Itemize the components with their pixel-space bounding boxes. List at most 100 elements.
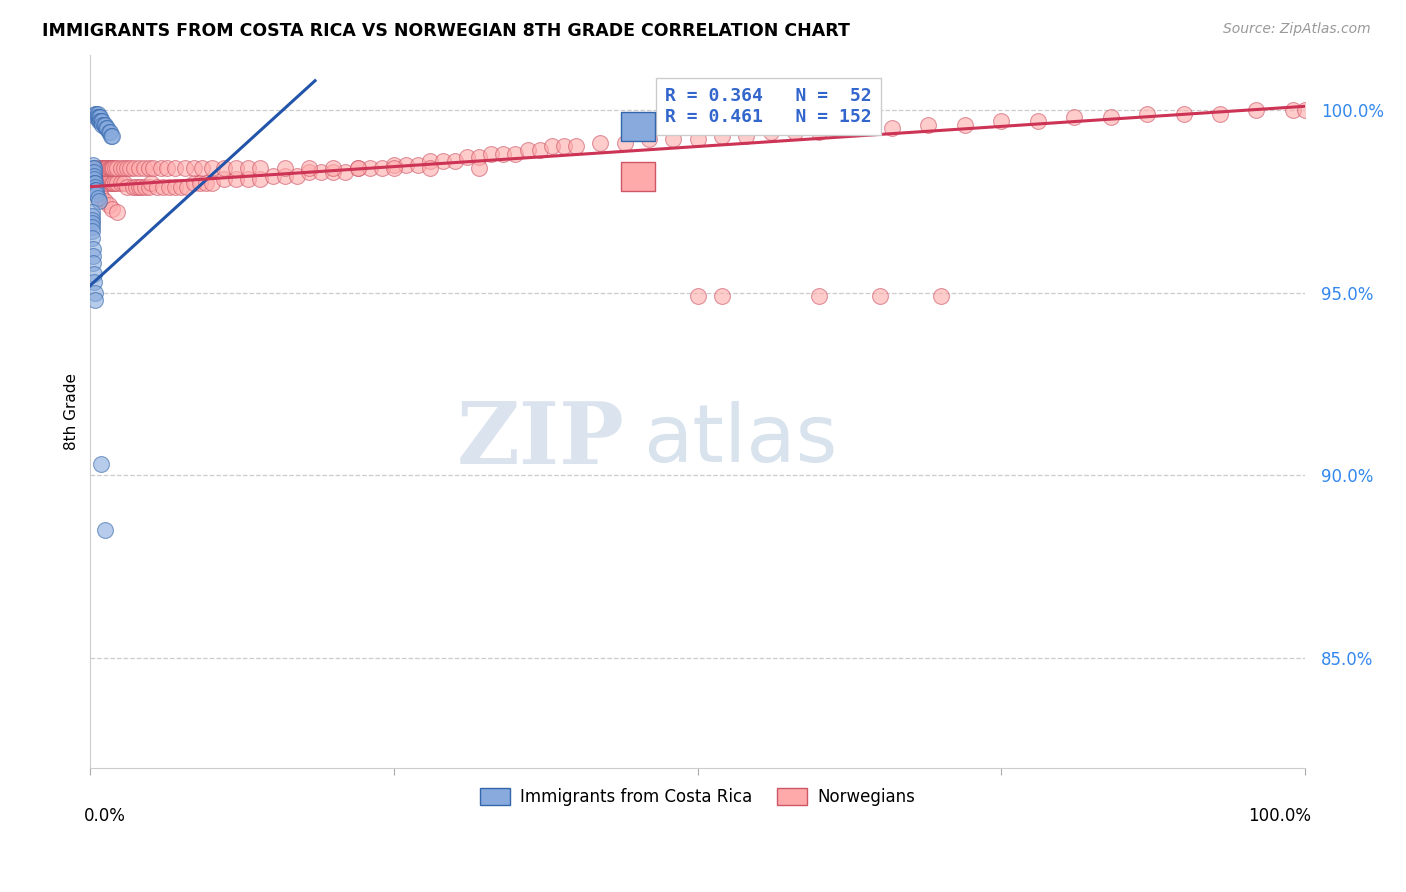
Point — [589, 136, 612, 150]
Point — [808, 125, 831, 139]
Point — [94, 161, 117, 176]
Text: IMMIGRANTS FROM COSTA RICA VS NORWEGIAN 8TH GRADE CORRELATION CHART: IMMIGRANTS FROM COSTA RICA VS NORWEGIAN … — [42, 22, 851, 40]
Point — [98, 176, 121, 190]
Point — [869, 289, 891, 303]
Point — [84, 169, 107, 183]
Point — [82, 165, 104, 179]
Point — [105, 205, 128, 219]
Point — [1282, 103, 1305, 117]
Point — [115, 161, 138, 176]
Point — [138, 161, 160, 176]
Point — [104, 161, 127, 176]
Point — [83, 169, 105, 183]
Point — [845, 121, 868, 136]
Point — [212, 161, 235, 176]
Point — [87, 161, 110, 176]
Point — [86, 172, 108, 186]
Point — [84, 179, 107, 194]
Point — [97, 198, 120, 212]
Point — [479, 146, 502, 161]
Point — [174, 161, 197, 176]
Point — [82, 169, 104, 183]
Point — [112, 176, 135, 190]
Point — [84, 183, 107, 197]
Point — [96, 176, 118, 190]
Point — [91, 114, 114, 128]
Point — [98, 161, 121, 176]
Point — [94, 523, 117, 537]
Point — [953, 118, 976, 132]
Point — [93, 118, 115, 132]
Point — [917, 118, 939, 132]
Point — [100, 128, 122, 143]
Point — [1063, 110, 1085, 124]
Point — [110, 176, 132, 190]
Point — [84, 176, 107, 190]
Point — [1136, 106, 1159, 120]
Point — [395, 158, 418, 172]
Point — [1173, 106, 1195, 120]
Point — [686, 289, 709, 303]
Point — [97, 125, 120, 139]
Point — [89, 110, 111, 124]
Point — [97, 172, 120, 186]
Point — [176, 179, 198, 194]
Point — [262, 169, 284, 183]
Point — [83, 165, 105, 179]
Point — [90, 176, 112, 190]
Point — [100, 161, 122, 176]
Point — [83, 176, 105, 190]
Point — [94, 172, 117, 186]
Point — [86, 161, 108, 176]
Point — [86, 183, 108, 197]
Point — [492, 146, 515, 161]
Point — [122, 161, 145, 176]
Point — [87, 176, 110, 190]
Point — [541, 139, 564, 153]
Point — [80, 223, 103, 237]
Point — [1294, 103, 1316, 117]
Point — [456, 151, 478, 165]
Point — [516, 143, 538, 157]
Point — [142, 161, 165, 176]
Point — [125, 179, 148, 194]
Point — [80, 205, 103, 219]
Point — [273, 169, 295, 183]
Point — [96, 161, 118, 176]
Point — [662, 132, 685, 146]
Point — [101, 128, 124, 143]
Point — [98, 125, 121, 139]
Point — [188, 176, 211, 190]
Point — [322, 165, 344, 179]
Point — [735, 128, 758, 143]
Point — [194, 176, 217, 190]
Point — [553, 139, 575, 153]
Point — [110, 161, 132, 176]
Point — [1099, 110, 1122, 124]
Point — [710, 128, 733, 143]
Point — [103, 176, 125, 190]
Point — [105, 176, 128, 190]
Point — [86, 106, 108, 120]
Point — [156, 161, 179, 176]
Point — [84, 285, 107, 300]
Point — [152, 179, 174, 194]
Point — [710, 289, 733, 303]
Point — [120, 161, 142, 176]
Point — [86, 191, 108, 205]
Point — [89, 114, 111, 128]
Point — [759, 125, 782, 139]
Point — [285, 169, 308, 183]
Point — [86, 106, 108, 120]
Text: 0.0%: 0.0% — [84, 807, 127, 825]
Point — [686, 132, 709, 146]
Point — [94, 121, 117, 136]
Point — [90, 114, 112, 128]
Point — [990, 114, 1012, 128]
Point — [112, 161, 135, 176]
Point — [1026, 114, 1049, 128]
Point — [80, 216, 103, 230]
Point — [157, 179, 180, 194]
Point — [191, 161, 214, 176]
Point — [80, 231, 103, 245]
